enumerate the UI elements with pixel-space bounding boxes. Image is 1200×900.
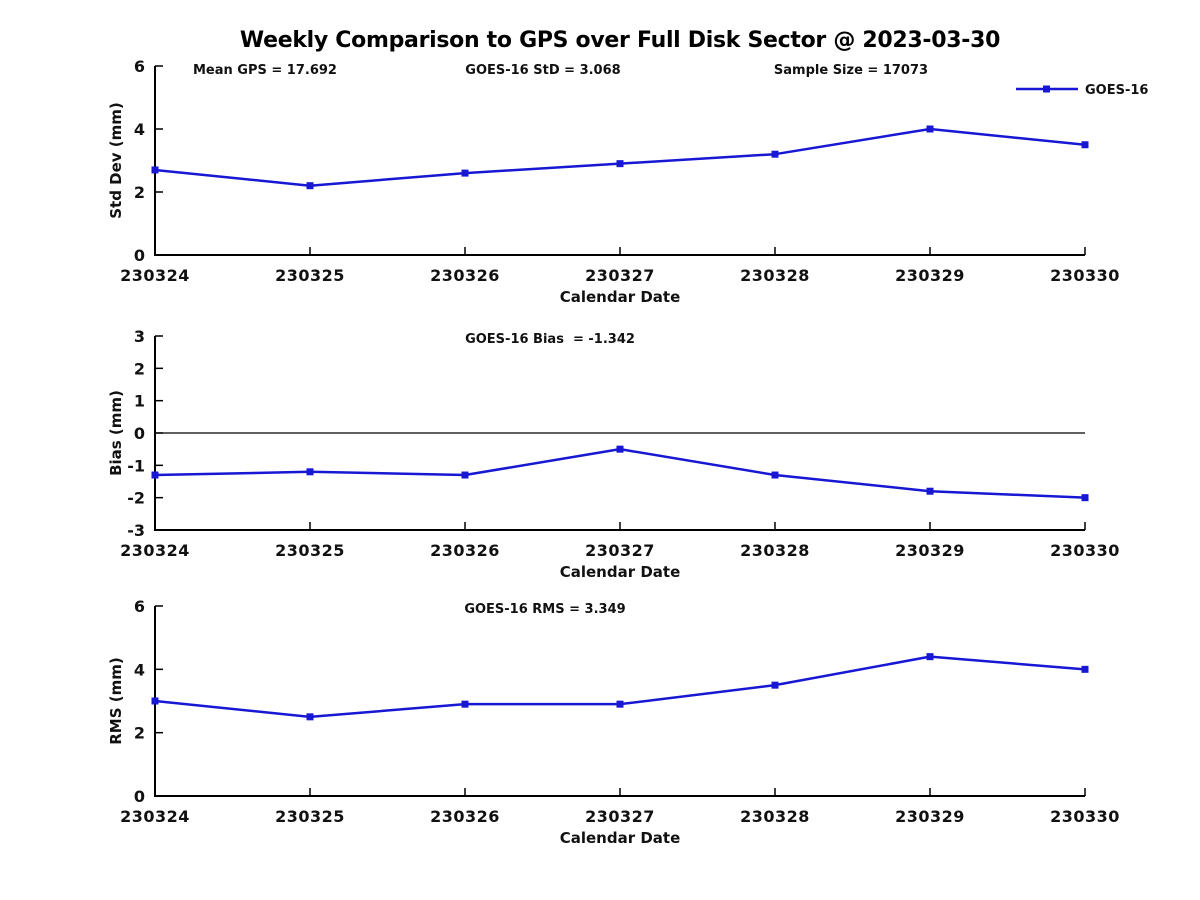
- x-tick-label: 230327: [585, 807, 655, 826]
- y-axis-title: Std Dev (mm): [107, 102, 125, 219]
- y-tick-label: 1: [134, 392, 145, 411]
- annotation-text: GOES-16 StD = 3.068: [465, 63, 620, 78]
- x-tick-label: 230330: [1050, 541, 1120, 560]
- x-tick-label: 230324: [120, 541, 190, 560]
- data-point-marker: [616, 700, 624, 708]
- data-point-marker: [461, 700, 469, 708]
- y-tick-label: 6: [134, 57, 145, 76]
- x-tick-label: 230325: [275, 541, 345, 560]
- annotation-text: GOES-16 RMS = 3.349: [464, 602, 625, 617]
- x-axis-title: Calendar Date: [560, 829, 681, 847]
- figure-title: Weekly Comparison to GPS over Full Disk …: [239, 28, 1001, 53]
- y-tick-label: 2: [134, 359, 145, 378]
- x-tick-label: 230325: [275, 807, 345, 826]
- x-tick-label: 230329: [895, 807, 965, 826]
- data-point-marker: [616, 445, 624, 453]
- data-point-marker: [926, 125, 934, 133]
- annotation-text: GOES-16 Bias = -1.342: [465, 332, 635, 347]
- data-point-marker: [926, 487, 934, 495]
- x-tick-label: 230329: [895, 266, 965, 285]
- data-point-marker: [771, 150, 779, 158]
- data-point-marker: [771, 471, 779, 479]
- x-tick-label: 230324: [120, 807, 190, 826]
- data-point-marker: [616, 160, 624, 168]
- data-point-marker: [771, 681, 779, 689]
- x-tick-label: 230328: [740, 541, 810, 560]
- y-tick-label: 4: [134, 120, 145, 139]
- y-axis-title: Bias (mm): [107, 390, 125, 476]
- legend-marker: [1043, 85, 1050, 93]
- y-tick-label: -2: [127, 489, 145, 508]
- x-tick-label: 230330: [1050, 807, 1120, 826]
- x-axis-title: Calendar Date: [560, 288, 681, 306]
- data-point-marker: [926, 653, 934, 661]
- data-point-marker: [1081, 665, 1089, 673]
- series-line: [154, 447, 1086, 499]
- y-tick-label: 6: [134, 597, 145, 616]
- y-tick-label: -3: [127, 521, 145, 540]
- x-tick-label: 230324: [120, 266, 190, 285]
- y-axis-title: RMS (mm): [107, 657, 125, 744]
- x-tick-label: 230327: [585, 266, 655, 285]
- x-tick-label: 230330: [1050, 266, 1120, 285]
- annotation-text: Sample Size = 17073: [774, 63, 928, 78]
- data-point-marker: [306, 182, 314, 190]
- x-tick-label: 230329: [895, 541, 965, 560]
- data-point-marker: [151, 697, 159, 705]
- x-tick-label: 230325: [275, 266, 345, 285]
- y-tick-label: 2: [134, 724, 145, 743]
- y-tick-label: 3: [134, 327, 145, 346]
- y-tick-label: -1: [127, 456, 145, 475]
- data-point-marker: [151, 166, 159, 174]
- data-point-marker: [306, 713, 314, 721]
- x-tick-label: 230326: [430, 807, 500, 826]
- y-tick-label: 2: [134, 183, 145, 202]
- data-point-marker: [1081, 141, 1089, 149]
- x-tick-label: 230328: [740, 807, 810, 826]
- y-tick-label: 4: [134, 660, 145, 679]
- x-tick-label: 230327: [585, 541, 655, 560]
- x-tick-label: 230326: [430, 266, 500, 285]
- x-axis-title: Calendar Date: [560, 563, 681, 581]
- x-tick-label: 230326: [430, 541, 500, 560]
- x-tick-label: 230328: [740, 266, 810, 285]
- y-tick-label: 0: [134, 424, 145, 443]
- data-point-marker: [461, 169, 469, 177]
- data-point-marker: [306, 468, 314, 476]
- series-line: [154, 127, 1086, 187]
- annotation-text: Mean GPS = 17.692: [193, 63, 337, 78]
- y-tick-label: 0: [134, 787, 145, 806]
- y-tick-label: 0: [134, 246, 145, 265]
- data-point-marker: [1081, 494, 1089, 502]
- legend-label: GOES-16: [1085, 83, 1148, 98]
- data-point-marker: [461, 471, 469, 479]
- data-point-marker: [151, 471, 159, 479]
- series-line: [154, 655, 1086, 719]
